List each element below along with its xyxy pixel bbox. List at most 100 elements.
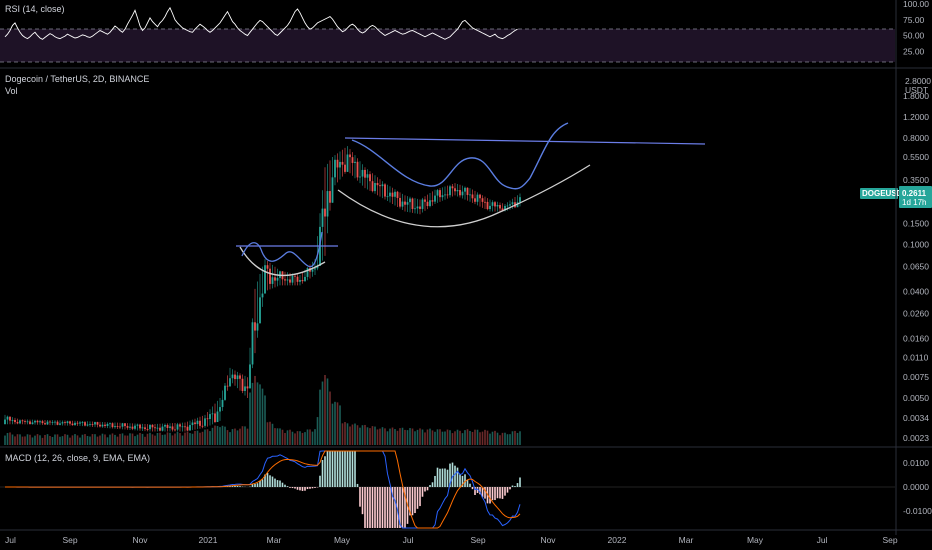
- volume-bar: [226, 430, 229, 445]
- macd-signal-line: [5, 450, 521, 529]
- volume-bar: [31, 437, 34, 445]
- volume-bar: [234, 428, 236, 445]
- candle-body: [24, 421, 26, 422]
- volume-bar: [66, 434, 69, 445]
- candle-body: [171, 426, 174, 430]
- price-tick-label: 0.5500: [903, 152, 929, 162]
- price-tick-label: 0.1000: [903, 239, 929, 249]
- candle-body: [14, 419, 16, 423]
- macd-pane[interactable]: MACD (12, 26, close, 9, EMA, EMA) 0.0100…: [0, 450, 932, 529]
- volume-bar: [224, 426, 226, 445]
- macd-hist-bar: [254, 483, 256, 487]
- volume-bar: [419, 428, 421, 445]
- time-tick-label: 2022: [608, 535, 627, 545]
- candle-body: [199, 420, 201, 426]
- macd-hist-bar: [439, 468, 441, 487]
- macd-hist-bar: [279, 480, 281, 487]
- volume-bar: [431, 430, 434, 445]
- macd-hist-bar: [459, 474, 461, 487]
- macd-hist-bar: [479, 487, 481, 495]
- candle-body: [474, 198, 476, 202]
- candle-body: [424, 199, 426, 202]
- volume-bar: [119, 433, 121, 445]
- candle-body: [406, 202, 409, 205]
- candle-body: [119, 426, 121, 428]
- candle-body: [296, 276, 299, 282]
- candle-body: [331, 177, 334, 203]
- volume-bar: [476, 429, 479, 445]
- volume-bar: [289, 429, 291, 445]
- candle-body: [9, 416, 11, 421]
- macd-label: MACD (12, 26, close, 9, EMA, EMA): [5, 453, 150, 463]
- volume-bar: [506, 434, 509, 445]
- volume-bar: [219, 427, 221, 445]
- macd-hist-bar: [411, 487, 414, 516]
- volume-bar: [19, 434, 21, 445]
- candle-body: [279, 271, 281, 278]
- candle-body: [29, 421, 31, 425]
- volume-bar: [274, 428, 276, 445]
- candle-body: [301, 279, 304, 282]
- wave-curve-large: [351, 122, 569, 190]
- macd-hist-bar: [416, 487, 419, 509]
- volume-bar: [209, 431, 211, 445]
- macd-hist-bar: [296, 487, 299, 490]
- candle-body: [506, 205, 509, 207]
- volume-bar: [316, 417, 319, 445]
- macd-hist-bar: [504, 487, 506, 496]
- candle-body: [356, 161, 359, 178]
- volume-bar: [371, 426, 374, 445]
- candle-body: [509, 204, 511, 206]
- volume-bar: [494, 430, 496, 445]
- volume-bar: [514, 430, 516, 445]
- volume-bar: [201, 431, 204, 445]
- time-tick-label: Nov: [132, 535, 148, 545]
- last-price-badge-bg[interactable]: [899, 186, 932, 208]
- macd-tick-label: 0.0100: [903, 458, 929, 468]
- time-axis: Jul Sep Nov 2021 Mar May Jul Sep Nov 2022 Mar May Ju…: [5, 535, 898, 545]
- candle-body: [266, 265, 269, 269]
- volume-bar: [139, 432, 141, 445]
- volume-bar: [206, 429, 209, 445]
- volume-bar: [424, 432, 426, 445]
- volume-bar: [436, 429, 439, 445]
- volume-bar: [251, 382, 254, 445]
- volume-bar: [49, 435, 51, 445]
- volume-bar: [149, 432, 151, 445]
- price-pane[interactable]: Dogecoin / TetherUS, 2D, BINANCE Vol 1.8…: [4, 74, 932, 445]
- candle-body: [339, 161, 341, 168]
- candle-body: [101, 424, 104, 427]
- macd-hist-bar: [481, 487, 484, 498]
- candle-body: [454, 188, 456, 192]
- candle-body: [284, 279, 286, 281]
- volume-bar: [134, 436, 136, 445]
- volume-bar: [294, 433, 296, 445]
- candle-body: [381, 184, 384, 187]
- candle-body: [16, 422, 19, 424]
- time-tick-label: Sep: [62, 535, 77, 545]
- candle-body: [484, 201, 486, 203]
- candle-body: [161, 426, 164, 431]
- rsi-pane[interactable]: RSI (14, close) 100.00 75.00 50.00 25.00: [0, 0, 929, 63]
- volume-bar: [446, 429, 449, 445]
- volume-bar: [451, 433, 454, 445]
- volume-bar: [34, 435, 36, 445]
- macd-hist-bar: [441, 468, 444, 487]
- volume-bar: [246, 428, 249, 445]
- volume-bar: [236, 430, 239, 445]
- candle-body: [476, 194, 479, 202]
- volume-bar: [239, 428, 241, 445]
- volume-bar: [414, 431, 416, 445]
- candle-body: [144, 427, 146, 430]
- candle-body: [181, 426, 184, 428]
- macd-hist-bar: [266, 472, 269, 487]
- candle-body: [499, 205, 501, 209]
- candle-body: [449, 186, 451, 196]
- volume-bar: [99, 435, 101, 445]
- candle-body: [156, 427, 159, 429]
- macd-hist-bar: [429, 485, 431, 487]
- volume-bar: [416, 429, 419, 445]
- candle-body: [329, 191, 331, 203]
- volume-bar: [174, 433, 176, 445]
